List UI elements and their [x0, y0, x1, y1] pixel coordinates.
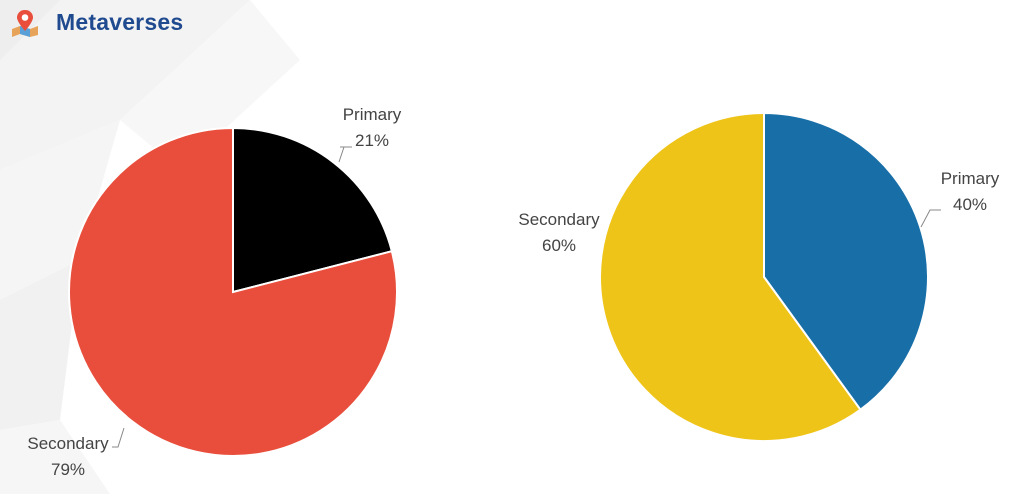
header: Metaverses	[10, 6, 183, 38]
map-pin-icon	[12, 10, 38, 37]
pie-chart-right	[599, 111, 929, 442]
leader-line-left-secondary	[112, 427, 125, 448]
right-primary-category-label: Primary	[941, 169, 1000, 188]
left-primary-category-label: Primary	[343, 105, 402, 124]
right-pie-slice-primary	[763, 111, 929, 412]
left-primary-value-label: 21%	[355, 131, 389, 150]
left-secondary-category-label: Secondary	[27, 434, 109, 453]
left-pie-slice-secondary	[68, 126, 398, 457]
leader-line-right-primary	[920, 209, 941, 228]
page-title: Metaverses	[56, 8, 184, 35]
right-primary-value-label: 40%	[953, 195, 987, 214]
right-pie-slice-secondary	[599, 111, 862, 442]
leader-line-left-primary	[338, 146, 352, 163]
left-secondary-value-label: 79%	[51, 460, 85, 479]
left-pie-slice-primary	[232, 126, 394, 294]
right-secondary-value-label: 60%	[542, 236, 576, 255]
right-secondary-category-label: Secondary	[518, 210, 600, 229]
pie-chart-left	[68, 126, 398, 457]
